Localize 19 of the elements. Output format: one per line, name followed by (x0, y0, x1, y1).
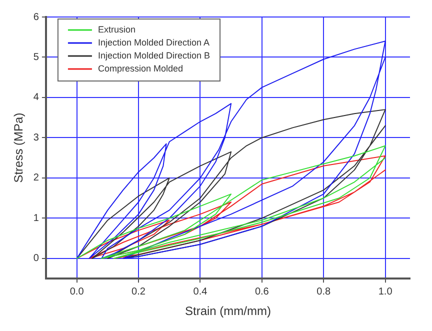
y-tick-label: 5 (33, 52, 40, 63)
y-tick-label: 0 (33, 253, 40, 264)
x-tick-label: 0.6 (254, 286, 270, 298)
x-axis-title: Strain (mm/mm) (184, 304, 271, 318)
y-tick-label: 1 (33, 212, 40, 224)
legend-label: Compression Molded (98, 63, 184, 74)
y-tick-label: 3 (33, 132, 40, 144)
y-axis-title: Stress (MPa) (12, 112, 26, 183)
x-tick-label: 0.8 (316, 286, 332, 298)
y-tick-label: 2 (33, 172, 40, 184)
x-tick-label: 1.0 (378, 286, 393, 298)
legend-label: Extrusion (98, 24, 136, 34)
x-tick-label: 0.4 (193, 286, 208, 298)
x-tick-label: 0.0 (70, 286, 84, 298)
y-tick-label: 6 (33, 12, 40, 23)
legend-label: Injection Molded Direction B (98, 50, 210, 60)
x-tick-label: 0.2 (132, 286, 146, 298)
y-tick-label: 4 (33, 92, 40, 104)
legend-label: Injection Molded Direction A (98, 37, 210, 48)
